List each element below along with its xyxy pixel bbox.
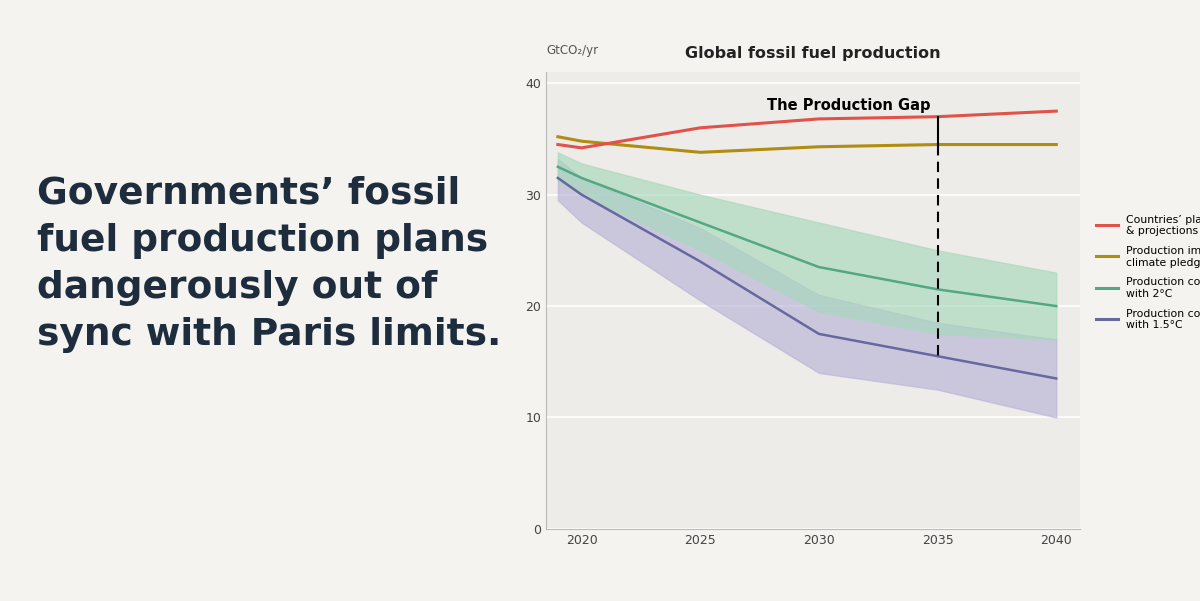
Text: Governments’ fossil
fuel production plans
dangerously out of
sync with Paris lim: Governments’ fossil fuel production plan… — [36, 175, 500, 353]
Title: Global fossil fuel production: Global fossil fuel production — [685, 46, 941, 61]
Text: The Production Gap: The Production Gap — [767, 99, 930, 114]
Legend: Countries’ plans
& projections, Production implied by
climate pledges, Productio: Countries’ plans & projections, Producti… — [1096, 215, 1200, 330]
Text: GtCO₂/yr: GtCO₂/yr — [546, 44, 598, 57]
